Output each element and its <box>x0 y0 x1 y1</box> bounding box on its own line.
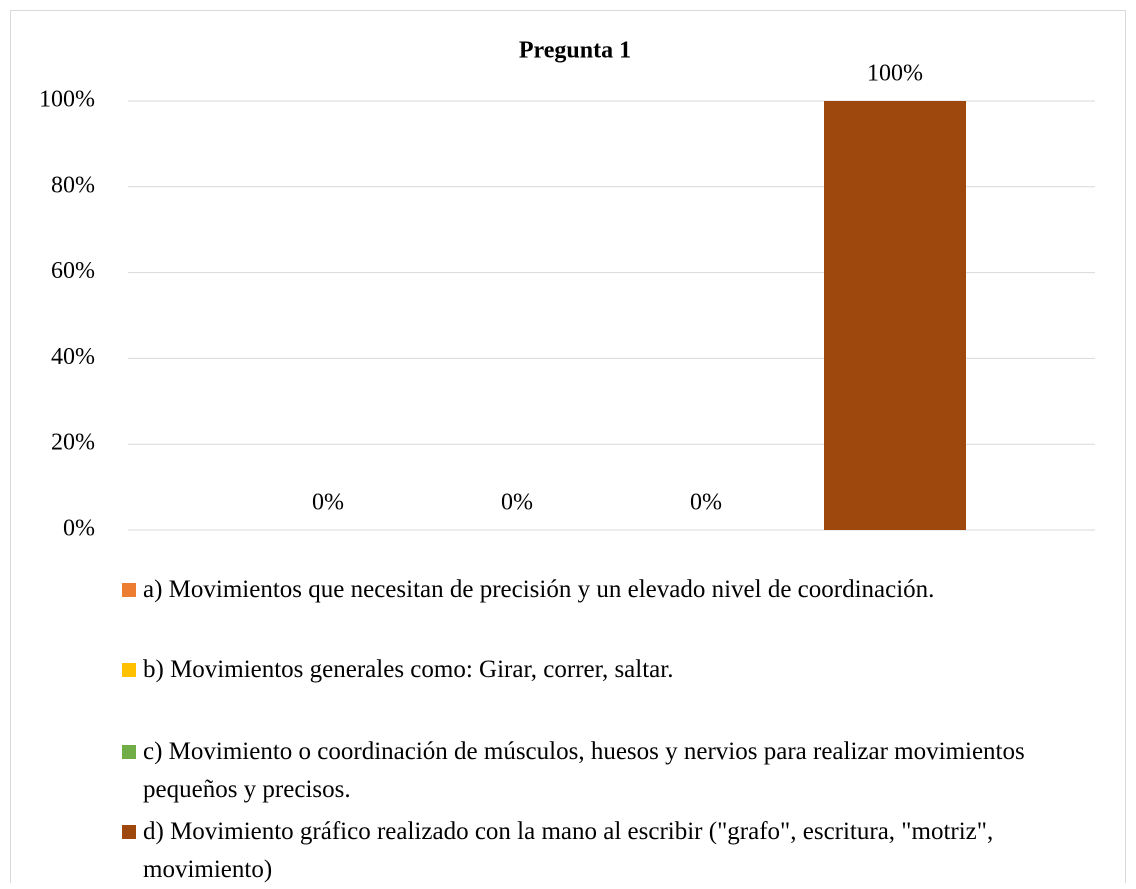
legend-swatch <box>122 745 136 759</box>
y-tick-label: 60% <box>51 258 95 284</box>
y-tick-label: 80% <box>51 172 95 198</box>
y-tick-label: 40% <box>51 344 95 370</box>
legend-label: b) Movimientos generales como: Girar, co… <box>143 656 674 683</box>
legend-item: a) Movimientos que necesitan de precisió… <box>122 571 1103 609</box>
legend-swatch <box>122 583 136 597</box>
y-tick-label: 100% <box>39 87 95 113</box>
chart-title: Pregunta 1 <box>519 38 631 64</box>
data-label: 0% <box>501 490 533 516</box>
legend-item: d) Movimiento gráfico realizado con la m… <box>122 813 1103 889</box>
y-tick-label: 20% <box>51 430 95 456</box>
legend-swatch <box>122 663 136 677</box>
y-tick-label: 0% <box>63 516 95 542</box>
chart-border <box>10 10 1126 883</box>
bar <box>824 101 966 530</box>
legend-item: c) Movimiento o coordinación de músculos… <box>122 733 1103 809</box>
legend-item: b) Movimientos generales como: Girar, co… <box>122 651 1103 689</box>
legend-label: a) Movimientos que necesitan de precisió… <box>143 576 935 603</box>
data-label: 0% <box>690 490 722 516</box>
legend-label: c) Movimiento o coordinación de músculos… <box>143 738 1025 803</box>
data-label: 100% <box>867 61 923 87</box>
legend-swatch <box>122 825 136 839</box>
legend-label: d) Movimiento gráfico realizado con la m… <box>143 818 994 883</box>
data-label: 0% <box>312 490 344 516</box>
